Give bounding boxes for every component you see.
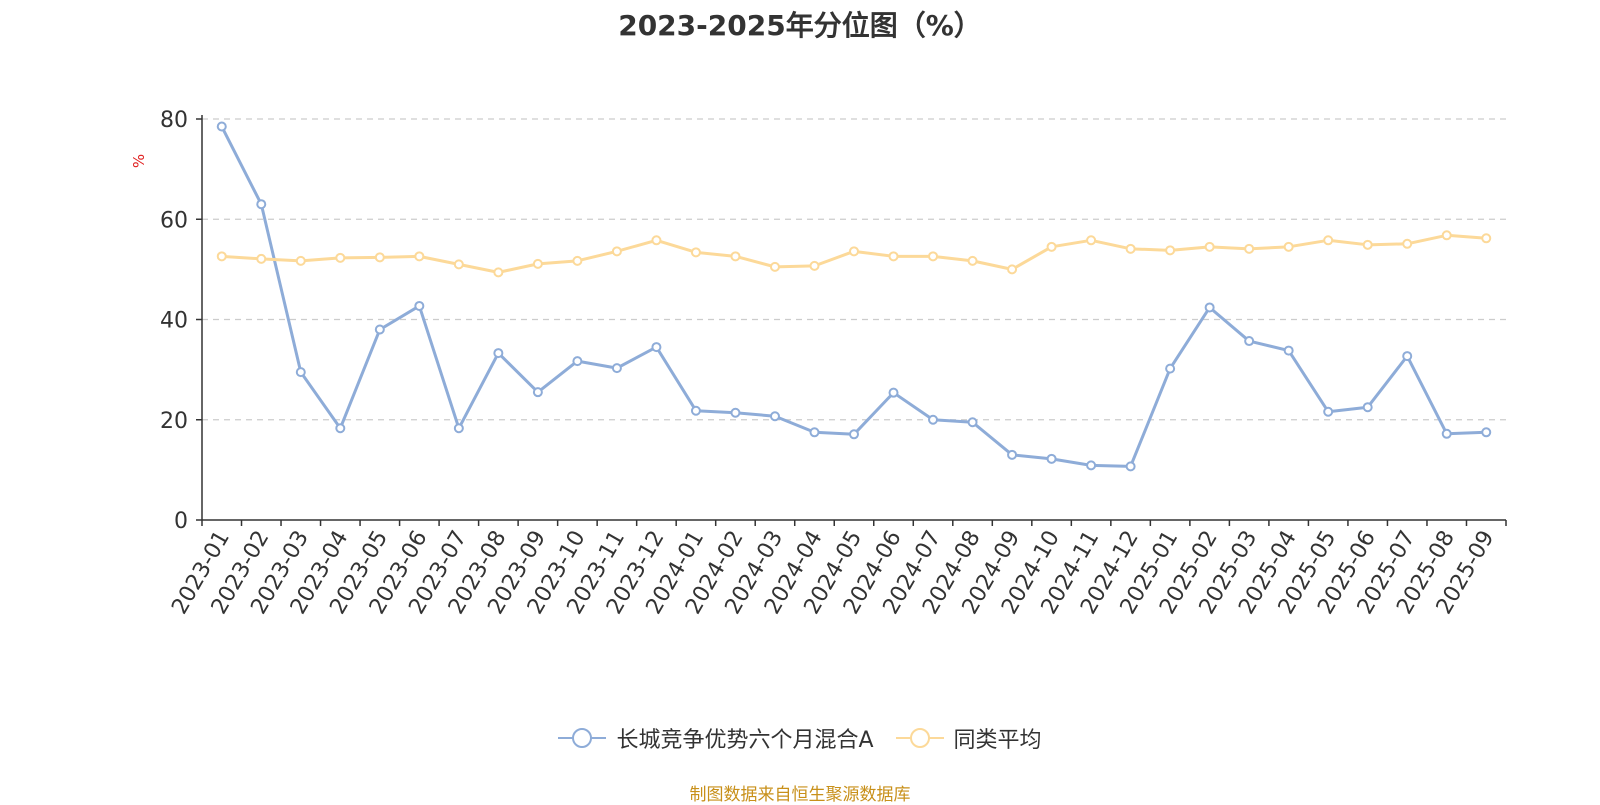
data-point: [611, 363, 622, 374]
data-point: [1086, 460, 1097, 471]
grid-lines: [202, 118, 1506, 421]
data-point: [1481, 233, 1492, 244]
data-point: [690, 405, 701, 416]
y-tick-label: 20: [160, 409, 188, 434]
series-line: [220, 125, 1487, 468]
data-point: [1165, 245, 1176, 256]
data-point: [453, 423, 464, 434]
data-point: [928, 251, 939, 262]
data-point: [335, 423, 346, 434]
data-point: [1244, 336, 1255, 347]
data-point: [769, 261, 780, 272]
data-point: [888, 251, 899, 262]
data-point: [730, 251, 741, 262]
series-1: [216, 230, 1492, 278]
legend-label: 长城竞争优势六个月混合A: [616, 728, 874, 753]
data-point: [849, 429, 859, 440]
data-point: [1046, 453, 1057, 464]
data-point: [1125, 243, 1136, 254]
data-point: [532, 387, 543, 398]
y-tick-label: 0: [174, 509, 188, 534]
data-point: [453, 259, 464, 270]
source-note: 制图数据来自恒生聚源数据库: [689, 785, 911, 805]
data-point: [1362, 402, 1373, 413]
data-point: [769, 411, 780, 422]
data-point: [1323, 235, 1334, 246]
data-point: [1283, 345, 1294, 356]
chart-title: 2023-2025年分位图（%）: [618, 9, 982, 42]
data-point: [1007, 264, 1018, 275]
data-point: [1046, 241, 1057, 252]
data-point: [1086, 235, 1097, 246]
y-tick-label: 60: [160, 208, 188, 233]
data-point: [730, 407, 741, 418]
data-point: [967, 255, 978, 266]
data-point: [572, 356, 583, 367]
y-tick-labels: 0 20 40 60 80: [160, 108, 188, 534]
legend-label: 同类平均: [953, 728, 1042, 753]
data-point: [967, 417, 978, 428]
data-point: [1323, 406, 1334, 417]
data-point: [1204, 241, 1215, 252]
data-point: [651, 235, 662, 246]
series-layer: [216, 121, 1492, 472]
data-point: [928, 414, 939, 425]
data-point: [216, 121, 227, 132]
data-point: [493, 348, 504, 359]
data-point: [809, 260, 820, 271]
data-point: [572, 255, 583, 266]
data-point: [414, 300, 425, 311]
data-point: [1283, 241, 1294, 252]
data-point: [216, 251, 227, 262]
axes: [196, 115, 1507, 526]
data-point: [532, 258, 543, 269]
data-point: [335, 252, 346, 263]
data-point: [414, 251, 425, 262]
data-point: [295, 367, 306, 378]
data-point: [1441, 428, 1452, 439]
data-point: [1362, 239, 1373, 250]
y-tick-label: 80: [160, 108, 188, 133]
data-point: [1481, 427, 1492, 438]
data-point: [1244, 243, 1255, 254]
legend-marker-icon: [558, 728, 607, 748]
data-point: [374, 324, 385, 335]
data-point: [1441, 230, 1452, 241]
series-0: [216, 121, 1492, 472]
legend: 长城竞争优势六个月混合A 同类平均: [0, 722, 1600, 754]
legend-item-series-0[interactable]: 长城竞争优势六个月混合A: [558, 722, 874, 754]
data-point: [1125, 461, 1136, 472]
data-point: [295, 255, 306, 266]
data-point: [611, 246, 622, 257]
data-point: [493, 267, 504, 278]
data-point: [1007, 449, 1018, 460]
data-point: [651, 342, 662, 353]
data-point: [256, 199, 267, 210]
legend-item-series-1[interactable]: 同类平均: [895, 722, 1042, 754]
data-point: [1165, 363, 1176, 374]
data-point: [1402, 238, 1413, 249]
data-point: [374, 252, 385, 263]
data-point: [256, 253, 267, 264]
data-point: [690, 247, 701, 258]
data-point: [849, 246, 859, 257]
data-point: [809, 427, 820, 438]
data-point: [1402, 351, 1413, 362]
data-point: [888, 387, 899, 398]
x-tick-labels: 2023-012023-022023-032023-042023-052023-…: [167, 526, 1499, 618]
legend-marker-icon: [895, 728, 944, 748]
data-point: [1204, 302, 1215, 313]
y-tick-label: 40: [160, 309, 188, 334]
